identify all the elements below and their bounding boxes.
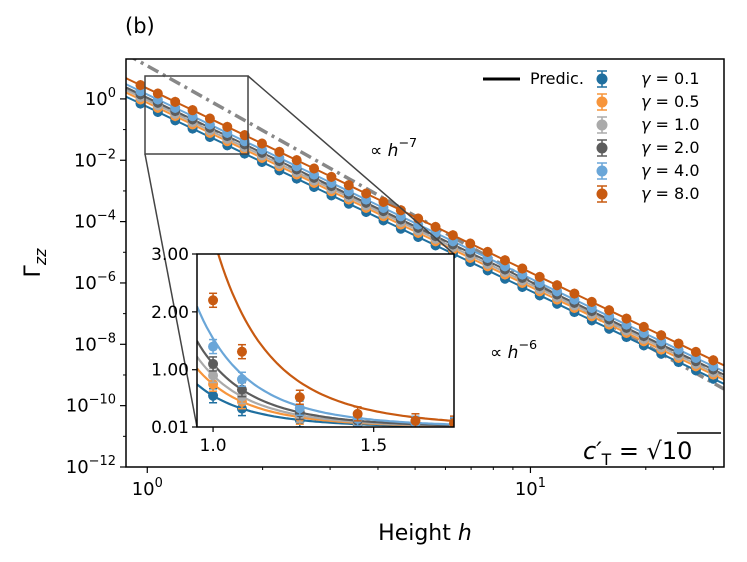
inset-x-tick-label: 1.5 (360, 436, 387, 456)
data-point (569, 288, 580, 299)
zoom-connector (144, 153, 198, 428)
data-point (552, 280, 563, 291)
y-tick-label: 10−6 (74, 270, 116, 294)
inset-data-point (294, 392, 305, 403)
inset-frame (196, 253, 455, 428)
inset-data-point (208, 358, 219, 369)
data-point (447, 230, 458, 241)
inset-data-point (236, 384, 247, 395)
data-point (326, 171, 337, 182)
data-point (708, 355, 719, 366)
data-point (291, 155, 302, 166)
y-tick-label: 10−4 (74, 209, 116, 233)
data-point (343, 180, 354, 191)
data-point (638, 321, 649, 332)
data-point (274, 146, 285, 157)
data-point (395, 205, 406, 216)
inset-data-point (352, 408, 363, 419)
parameter-label: c′T = √10 (583, 437, 692, 469)
data-point (690, 346, 701, 357)
data-point (673, 338, 684, 349)
inset-data-point (208, 379, 219, 390)
data-point (361, 188, 372, 199)
data-point (239, 130, 250, 141)
data-point (378, 196, 389, 207)
data-point (430, 221, 441, 232)
legend-label: γ = 0.5 (641, 92, 700, 111)
legend-label: γ = 4.0 (641, 161, 700, 180)
data-point (656, 330, 667, 341)
data-point (170, 96, 181, 107)
x-tick-label: 100 (132, 476, 163, 500)
data-point (586, 296, 597, 307)
inset-x-tick-label: 1.0 (200, 436, 227, 456)
inset-y-tick-label: 3.00 (151, 245, 189, 265)
inset-data-point (236, 346, 247, 357)
legend-label: γ = 2.0 (641, 138, 700, 157)
inset-data-point (208, 295, 219, 306)
data-point (517, 263, 528, 274)
legend-marker (596, 119, 608, 131)
legend-marker (596, 73, 608, 85)
data-point (482, 246, 493, 257)
inset-y-tick-label: 1.00 (151, 361, 189, 381)
data-point (152, 88, 163, 99)
y-tick-label: 10−10 (66, 393, 116, 417)
legend-marker (596, 165, 608, 177)
inset-plot-area (197, 254, 454, 427)
data-point (621, 313, 632, 324)
panel-label: (b) (125, 14, 155, 38)
inset-background (197, 254, 454, 427)
y-tick-label: 100 (85, 86, 116, 110)
legend-marker (596, 142, 608, 154)
data-point (222, 121, 233, 132)
inset-data-point (208, 341, 219, 352)
inset-data-point (208, 370, 219, 381)
plot-area (126, 59, 724, 391)
x-tick-label: 101 (515, 476, 546, 500)
inset-data-point (208, 390, 219, 401)
y-tick-label: 10−12 (66, 454, 116, 478)
zoom-box (144, 75, 249, 155)
data-point (499, 255, 510, 266)
y-tick-label: 10−8 (74, 331, 116, 355)
data-point (135, 80, 146, 91)
x-axis-title: Height h (378, 521, 472, 546)
inset-data-point (449, 418, 454, 427)
legend-label: γ = 0.1 (641, 69, 700, 88)
legend-marker (596, 96, 608, 108)
inset-data-point (410, 415, 421, 426)
y-tick-label: 10−2 (74, 147, 116, 171)
inset-data-point (236, 374, 247, 385)
inset-y-tick-label: 2.00 (151, 303, 189, 323)
annotation-h-6: ∝ h−6 (490, 338, 537, 363)
legend-marker (596, 188, 608, 200)
inset-data-point (294, 403, 305, 414)
legend-label: γ = 1.0 (641, 115, 700, 134)
zoom-connector (247, 75, 455, 255)
data-point (256, 138, 267, 149)
y-axis-title: Γzz (21, 248, 50, 278)
annotation-h-7: ∝ h−7 (370, 136, 417, 161)
data-point (204, 113, 215, 124)
data-point (187, 105, 198, 116)
legend-label: γ = 8.0 (641, 184, 700, 203)
data-point (413, 213, 424, 224)
data-point (309, 163, 320, 174)
plot-frame (125, 58, 725, 468)
data-point (604, 305, 615, 316)
data-point (465, 238, 476, 249)
inset-prediction-curve (217, 254, 454, 422)
legend-prediction-label: Predic. (530, 69, 584, 88)
data-point (534, 271, 545, 282)
inset-y-tick-label: 0.01 (151, 418, 189, 438)
